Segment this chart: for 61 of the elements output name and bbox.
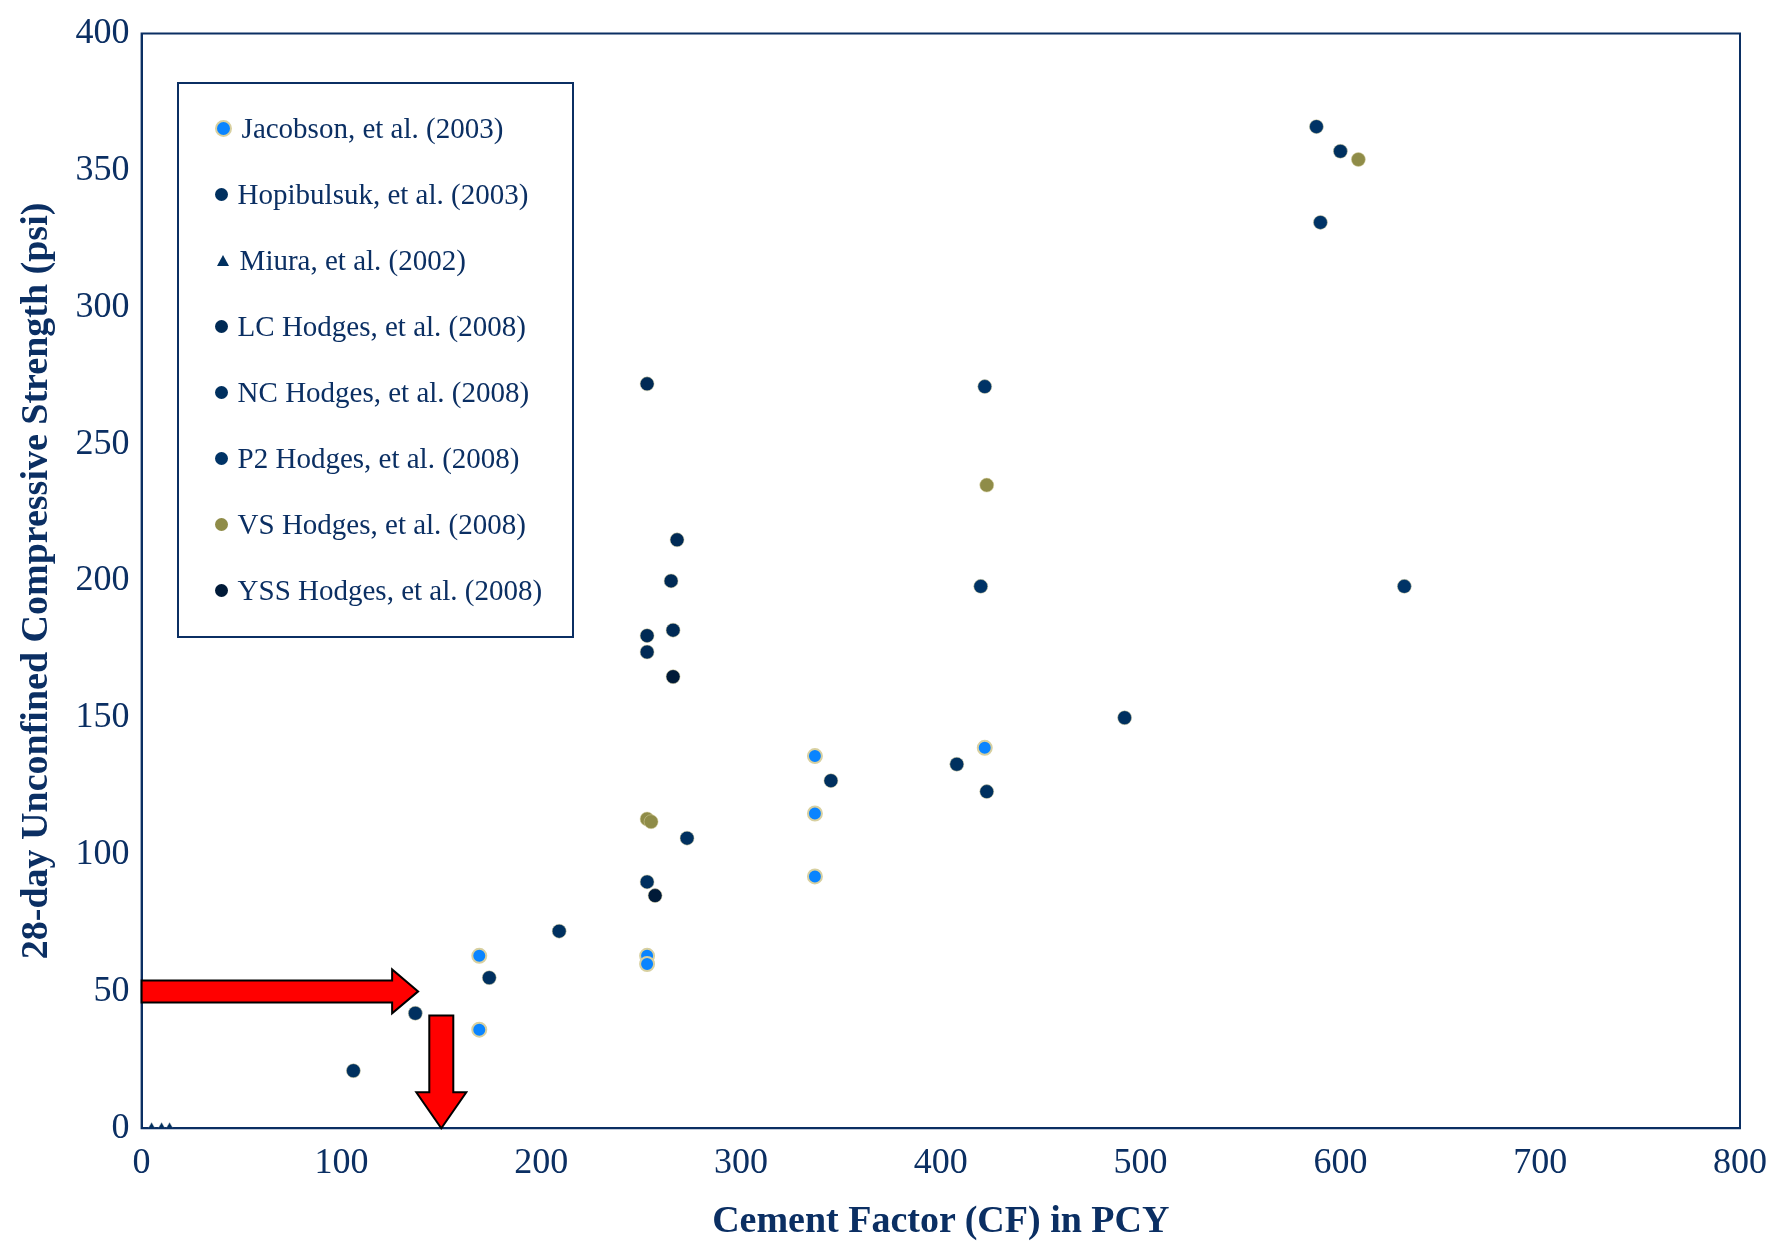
y-tick-label: 400 bbox=[75, 11, 130, 52]
point bbox=[408, 1006, 423, 1021]
legend-label: Miura, et al. (2002) bbox=[239, 244, 466, 278]
point bbox=[806, 805, 823, 822]
point bbox=[1351, 152, 1366, 167]
point bbox=[976, 739, 993, 756]
x-tick-label: 200 bbox=[514, 1141, 569, 1182]
legend-label: P2 Hodges, et al. (2008) bbox=[237, 442, 520, 476]
point bbox=[669, 532, 685, 548]
point bbox=[973, 579, 989, 594]
point bbox=[1397, 579, 1412, 594]
point bbox=[663, 573, 679, 589]
x-axis-title: Cement Factor (CF) in PCY bbox=[712, 1198, 1170, 1242]
point bbox=[1313, 215, 1328, 230]
y-tick-label: 150 bbox=[75, 695, 130, 736]
x-tick-label: 300 bbox=[714, 1141, 768, 1182]
point bbox=[639, 376, 655, 392]
legend-label: Hopibulsuk, et al. (2003) bbox=[237, 178, 529, 212]
y-axis-title: 28-day Unconfined Compressive Strength (psi) bbox=[12, 202, 56, 960]
point bbox=[482, 970, 497, 985]
point bbox=[979, 784, 994, 799]
x-tick-label: 800 bbox=[1713, 1141, 1767, 1182]
legend-label: NC Hodges, et al. (2008) bbox=[237, 376, 530, 410]
legend-label: Jacobson, et al. (2003) bbox=[241, 112, 504, 146]
point bbox=[1309, 119, 1324, 134]
point bbox=[806, 868, 823, 885]
x-tick-label: 600 bbox=[1313, 1141, 1368, 1182]
point bbox=[346, 1063, 361, 1078]
point bbox=[977, 379, 993, 394]
point bbox=[806, 748, 823, 765]
y-tick-label: 300 bbox=[75, 284, 130, 325]
point bbox=[665, 622, 681, 638]
y-tick-label: 100 bbox=[75, 832, 130, 872]
point bbox=[665, 669, 681, 684]
point bbox=[1333, 144, 1348, 159]
point bbox=[979, 477, 994, 493]
point bbox=[949, 757, 965, 772]
point bbox=[639, 956, 656, 973]
point bbox=[639, 644, 655, 660]
legend-label: LC Hodges, et al. (2008) bbox=[237, 310, 526, 344]
point bbox=[647, 888, 663, 903]
point bbox=[643, 814, 659, 829]
legend-label: YSS Hodges, et al. (2008) bbox=[237, 574, 543, 608]
y-tick-label: 200 bbox=[75, 558, 130, 599]
point bbox=[823, 773, 839, 788]
point bbox=[1117, 710, 1132, 725]
y-tick-label: 0 bbox=[111, 1105, 130, 1146]
x-tick-label: 400 bbox=[913, 1141, 968, 1182]
point bbox=[551, 923, 567, 939]
x-tick-label: 700 bbox=[1513, 1141, 1568, 1182]
legend-label: VS Hodges, et al. (2008) bbox=[237, 508, 526, 542]
y-tick-label: 50 bbox=[93, 968, 130, 1009]
point bbox=[639, 628, 655, 643]
point bbox=[471, 947, 488, 964]
y-tick-label: 250 bbox=[75, 421, 130, 462]
point bbox=[639, 874, 655, 890]
point bbox=[679, 830, 695, 846]
point bbox=[471, 1021, 488, 1038]
x-tick-label: 100 bbox=[314, 1141, 369, 1182]
y-tick-label: 350 bbox=[75, 147, 130, 188]
x-tick-label: 500 bbox=[1113, 1141, 1168, 1182]
